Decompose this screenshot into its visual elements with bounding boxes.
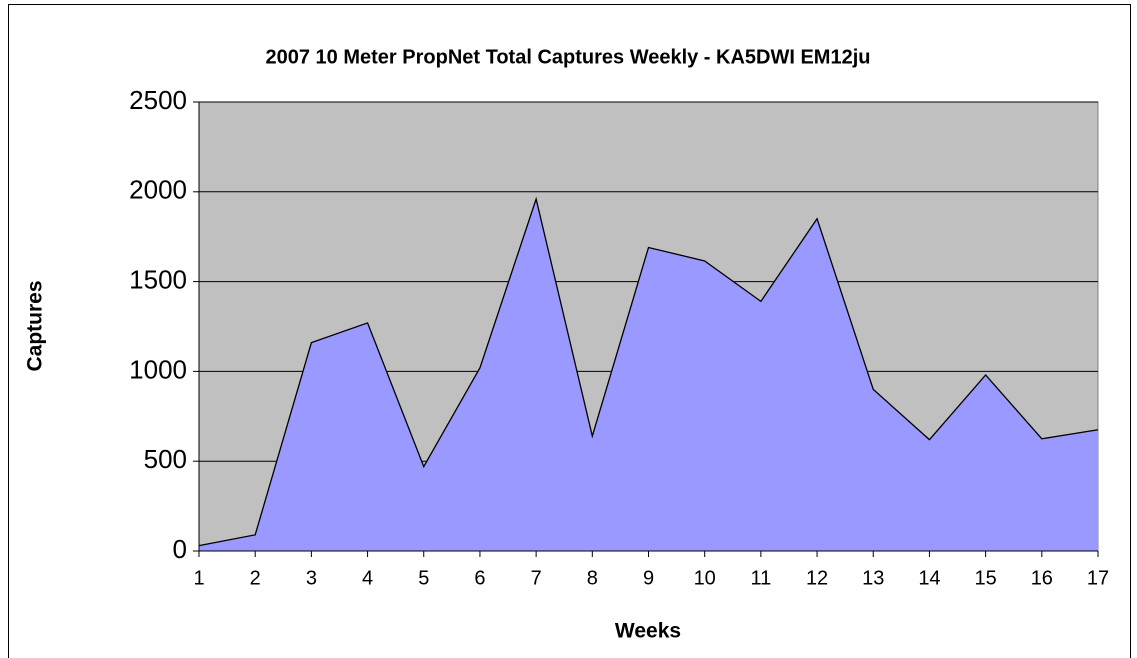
- x-tick-label: 11: [750, 567, 771, 589]
- y-tick-label: 2500: [129, 85, 187, 115]
- x-tick-label: 5: [418, 567, 429, 589]
- x-tick-label: 17: [1087, 567, 1109, 589]
- x-tick-label: 1: [193, 567, 204, 589]
- x-tick-label: 16: [1031, 567, 1053, 589]
- x-tick-label: 2: [250, 567, 261, 589]
- x-tick-label: 13: [862, 567, 884, 589]
- y-tick-label: 1500: [129, 264, 187, 294]
- y-tick-label: 1000: [129, 354, 187, 384]
- y-tick-label: 0: [173, 534, 187, 564]
- x-tick-label: 7: [531, 567, 542, 589]
- y-axis-title: Captures: [24, 280, 47, 371]
- y-tick-label: 500: [144, 444, 187, 474]
- area: [199, 198, 1098, 551]
- x-tick-label: 6: [474, 567, 485, 589]
- x-tick-label: 14: [918, 567, 940, 589]
- x-tick-label: 8: [587, 567, 598, 589]
- x-tick-label: 4: [362, 567, 373, 589]
- x-tick-label: 9: [643, 567, 654, 589]
- x-tick-label: 12: [806, 567, 828, 589]
- x-axis-title: Weeks: [615, 620, 681, 643]
- chart-title: 2007 10 Meter PropNet Total Captures Wee…: [266, 46, 871, 68]
- x-tick-label: 3: [306, 567, 317, 589]
- x-tick-label: 15: [975, 567, 997, 589]
- y-tick-label: 2000: [129, 175, 187, 205]
- area-line: [198, 196, 1099, 547]
- x-tick-label: 10: [694, 567, 716, 589]
